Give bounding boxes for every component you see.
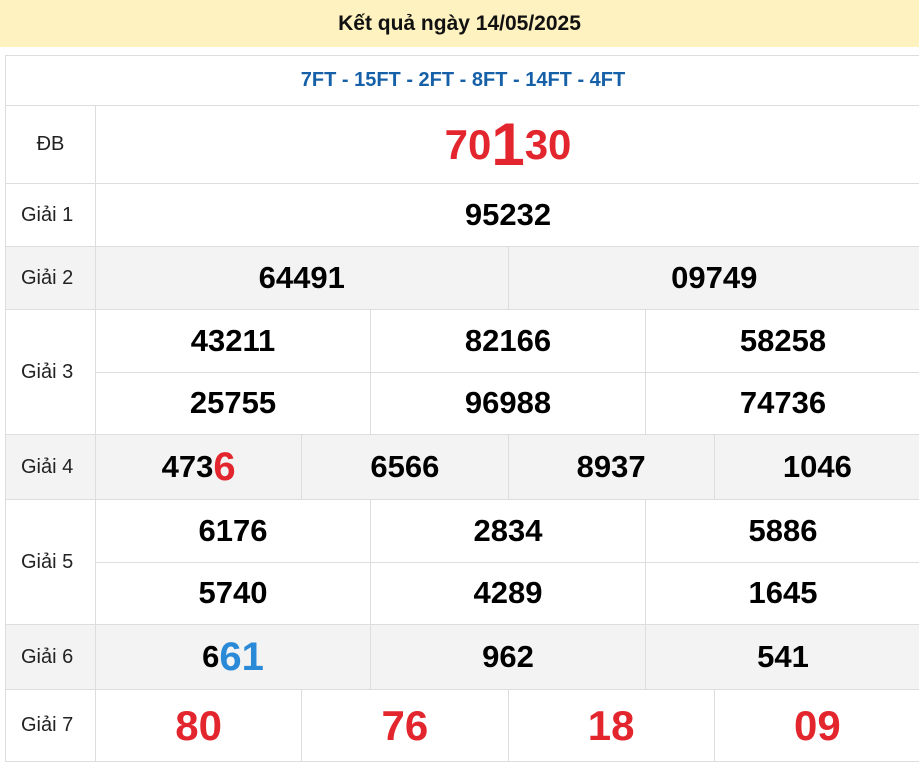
number-digits: 96988 (464, 385, 552, 421)
prize-subrow: 473 6 6566 8937 1046 (96, 435, 919, 499)
prize-number: 58258 (646, 310, 919, 372)
prize-number: 541 (646, 625, 919, 689)
prize-number: 1645 (646, 563, 919, 625)
ticket-codes-row: 7FT - 15FT - 2FT - 8FT - 14FT - 4FT (6, 56, 919, 106)
prize-numbers: 95232 (96, 184, 919, 246)
number-digits: 1645 (748, 575, 818, 611)
number-digits: 473 (161, 449, 214, 484)
prize-number: 2834 (371, 500, 646, 562)
prize-number: 5740 (96, 562, 371, 624)
prize-number: 6 61 (96, 625, 371, 689)
number-digits: 2834 (473, 512, 543, 548)
prize-row: Giải 4 473 6 6566 8937 1046 (6, 435, 919, 500)
prize-number: 96988 (371, 372, 646, 434)
prize-subrow: 6176 2834 5886 (96, 500, 919, 562)
number-digits: 6 (202, 639, 220, 674)
number-digits: 6566 (370, 449, 440, 484)
highlighted-digits: 61 (219, 634, 264, 679)
prize-row: Giải 7 80 76 18 09 (6, 690, 919, 762)
prize-row: Giải 2 64491 09749 (6, 247, 919, 310)
number-digits: 5886 (748, 512, 818, 548)
prize-subrow: 6 61 962 541 (96, 625, 919, 689)
header-title: Kết quả ngày 14/05/2025 (338, 11, 581, 35)
number-digits: 962 (482, 639, 534, 674)
prize-label: Giải 4 (6, 435, 96, 499)
highlighted-digits: 09 (794, 701, 841, 749)
prize-number: 6176 (96, 500, 371, 562)
number-digits: 6176 (198, 512, 268, 548)
prize-subrow: 5740 4289 1645 (96, 561, 919, 625)
number-digits: 64491 (258, 260, 345, 295)
prize-numbers: 70 1 30 (96, 106, 919, 183)
highlighted-digits: 18 (587, 701, 635, 749)
highlighted-digits: 70 (444, 120, 492, 168)
prize-number: 8937 (509, 435, 715, 499)
prize-number: 18 (509, 690, 715, 761)
number-digits: 58258 (739, 322, 827, 358)
number-digits: 25755 (189, 385, 277, 421)
prize-label: Giải 6 (6, 625, 96, 689)
prize-label: Giải 5 (6, 500, 96, 624)
number-digits: 09749 (671, 260, 758, 295)
prize-row: Giải 5 6176 2834 5886 5740 4289 1645 (6, 500, 919, 625)
prize-label: Giải 1 (6, 184, 96, 246)
prize-number: 473 6 (96, 435, 303, 499)
prize-subrow: 70 1 30 (96, 106, 919, 183)
prize-number: 09749 (509, 247, 919, 309)
prize-number: 64491 (96, 247, 509, 309)
number-digits: 5740 (198, 575, 268, 611)
prize-number: 09 (715, 690, 919, 761)
prize-subrow: 80 76 18 09 (96, 690, 919, 761)
prize-number: 70 1 30 (96, 106, 919, 183)
highlighted-digits: 80 (175, 701, 222, 749)
prize-number: 25755 (96, 372, 371, 434)
prize-number: 4289 (371, 562, 646, 624)
number-digits: 1046 (782, 449, 852, 484)
highlighted-digits: 1 (491, 111, 525, 178)
highlighted-digits: 6 (213, 444, 236, 489)
results-table: 7FT - 15FT - 2FT - 8FT - 14FT - 4FT ĐB 70… (5, 55, 919, 762)
number-digits: 82166 (464, 322, 552, 358)
ticket-codes: 7FT - 15FT - 2FT - 8FT - 14FT - 4FT (300, 69, 626, 91)
prize-numbers: 6176 2834 5886 5740 4289 1645 (96, 500, 919, 624)
highlighted-digits: 76 (381, 701, 429, 749)
number-digits: 95232 (464, 197, 552, 232)
prize-numbers: 473 6 6566 8937 1046 (96, 435, 919, 499)
prize-numbers: 43211 82166 58258 25755 96988 74736 (96, 310, 919, 434)
number-digits: 541 (757, 639, 809, 674)
prize-number: 82166 (371, 310, 646, 372)
prize-subrow: 25755 96988 74736 (96, 371, 919, 435)
prize-number: 962 (371, 625, 646, 689)
results-date-header: Kết quả ngày 14/05/2025 (0, 0, 919, 47)
prize-row: Giải 3 43211 82166 58258 25755 96988 74736 (6, 310, 919, 435)
prize-label: Giải 2 (6, 247, 96, 309)
prize-number: 76 (302, 690, 509, 761)
prize-row: Giải 6 6 61 962 541 (6, 625, 919, 690)
prize-row: Giải 1 95232 (6, 184, 919, 247)
prize-number: 43211 (96, 310, 371, 372)
number-digits: 43211 (190, 322, 276, 358)
number-digits: 4289 (473, 575, 543, 611)
prize-number: 1046 (715, 435, 919, 499)
prize-row: ĐB 70 1 30 (6, 106, 919, 184)
number-digits: 8937 (576, 449, 646, 484)
prize-numbers: 80 76 18 09 (96, 690, 919, 761)
prize-number: 6566 (302, 435, 509, 499)
number-digits: 74736 (739, 385, 827, 421)
prize-number: 74736 (646, 373, 919, 435)
prize-subrow: 64491 09749 (96, 247, 919, 309)
prize-number: 80 (96, 690, 303, 761)
prize-label: Giải 3 (6, 310, 96, 434)
prize-numbers: 6 61 962 541 (96, 625, 919, 689)
prize-numbers: 64491 09749 (96, 247, 919, 309)
prize-number: 5886 (646, 500, 919, 562)
prize-label: ĐB (6, 106, 96, 183)
prize-subrow: 95232 (96, 184, 919, 246)
prize-subrow: 43211 82166 58258 (96, 310, 919, 372)
prize-label: Giải 7 (6, 690, 96, 761)
highlighted-digits: 30 (524, 120, 572, 168)
prize-number: 95232 (96, 184, 919, 246)
